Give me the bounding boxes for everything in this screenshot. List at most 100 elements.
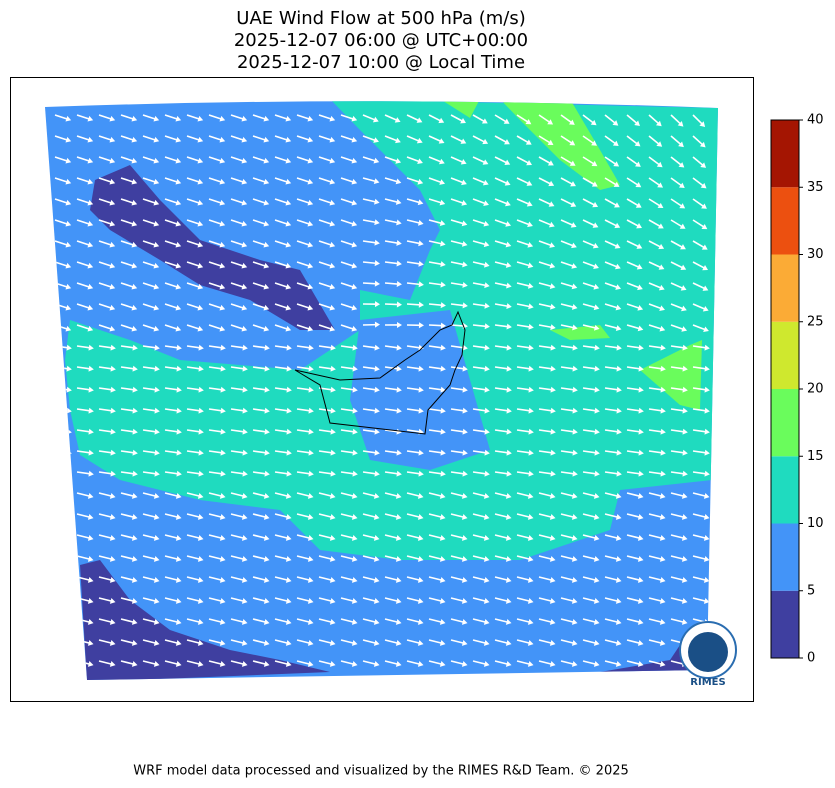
wind-arrow-head xyxy=(418,260,424,267)
wind-arrow-head xyxy=(615,492,622,499)
wind-arrow xyxy=(362,240,377,244)
wind-arrow-head xyxy=(616,344,622,351)
wind-arrow-head xyxy=(153,660,160,667)
wind-arrow-head xyxy=(638,470,644,477)
wind-arrow-head xyxy=(615,284,622,290)
wind-arrow xyxy=(340,471,355,475)
wind-arrow xyxy=(98,408,113,412)
wind-arrow-head xyxy=(109,555,116,562)
wind-arrow-head xyxy=(197,555,204,562)
wind-arrow-head xyxy=(395,137,401,144)
wind-arrow-head xyxy=(417,618,424,625)
wind-arrow-head xyxy=(396,344,402,351)
wind-arrow-head xyxy=(197,492,204,499)
wind-arrow-head xyxy=(505,241,512,248)
wind-arrow-head xyxy=(527,639,534,646)
wind-arrow xyxy=(208,660,223,666)
wind-arrow-head xyxy=(109,534,116,541)
wind-arrow xyxy=(252,534,267,540)
wind-arrow xyxy=(142,303,157,310)
wind-arrow xyxy=(428,303,444,307)
wind-arrow-head xyxy=(131,660,138,667)
wind-arrow xyxy=(670,387,685,391)
wind-arrow-head xyxy=(550,324,556,331)
wind-arrow xyxy=(54,639,69,645)
wind-arrow xyxy=(164,219,179,226)
wind-arrow xyxy=(406,576,421,582)
wind-arrow xyxy=(230,366,245,370)
wind-arrow-head xyxy=(65,304,72,311)
wind-arrow-head xyxy=(440,240,446,247)
wind-arrow-head xyxy=(307,178,314,185)
wind-arrow-head xyxy=(637,492,644,499)
wind-arrow xyxy=(296,555,311,561)
wind-arrow-head xyxy=(659,534,666,541)
wind-arrow xyxy=(560,219,575,227)
wind-arrow xyxy=(648,576,663,582)
wind-arrow xyxy=(406,513,421,519)
wind-arrow xyxy=(318,114,333,121)
wind-arrow-head xyxy=(374,301,380,308)
wind-arrow-head xyxy=(528,449,534,456)
wind-arrow-head xyxy=(373,660,380,667)
wind-arrow xyxy=(626,345,641,349)
wind-arrow xyxy=(626,219,640,228)
wind-arrow xyxy=(648,471,663,475)
wind-arrow xyxy=(406,660,421,666)
wind-arrow-head xyxy=(438,138,445,144)
wind-arrow xyxy=(76,387,91,391)
wind-arrow xyxy=(582,639,597,645)
wind-arrow xyxy=(626,156,639,166)
wind-arrow-head xyxy=(396,365,402,372)
wind-arrow xyxy=(164,450,179,454)
wind-arrow-head xyxy=(615,325,622,331)
wind-arrow-head xyxy=(351,241,358,248)
wind-arrow xyxy=(560,114,573,124)
wind-arrow xyxy=(362,597,377,603)
wind-arrow xyxy=(318,429,333,433)
wind-arrow-head xyxy=(682,428,688,435)
wind-arrow xyxy=(582,177,596,186)
wind-arrow-head xyxy=(285,178,292,185)
wind-arrow-head xyxy=(131,262,138,269)
wind-arrow-head xyxy=(263,492,270,499)
wind-arrow-head xyxy=(308,470,314,477)
wind-arrow-head xyxy=(285,115,292,122)
wind-arrow-head xyxy=(593,576,600,583)
wind-arrow xyxy=(274,408,289,412)
wind-arrow-head xyxy=(484,282,490,289)
wind-arrow xyxy=(318,450,333,454)
wind-arrow xyxy=(54,576,69,582)
wind-arrow-head xyxy=(699,121,706,127)
wind-arrow xyxy=(362,450,377,454)
wind-arrow-head xyxy=(461,597,468,604)
wind-arrow-head xyxy=(87,618,94,625)
wind-arrow-head xyxy=(110,470,116,477)
wind-arrow-head xyxy=(482,138,489,145)
wind-arrow-head xyxy=(591,140,597,146)
wind-arrow xyxy=(648,639,663,645)
wind-arrow-head xyxy=(440,344,446,351)
wind-arrow xyxy=(582,408,597,412)
wind-arrow-head xyxy=(506,323,512,330)
wind-arrow xyxy=(428,597,443,603)
wind-arrow-head xyxy=(219,639,226,646)
wind-arrow xyxy=(406,597,421,603)
wind-arrow xyxy=(428,345,443,349)
wind-arrow-head xyxy=(87,115,94,122)
wind-arrow-head xyxy=(571,242,577,249)
wind-arrow xyxy=(648,618,663,624)
wind-arrow-head xyxy=(87,241,94,248)
wind-arrow xyxy=(450,219,465,225)
wind-arrow xyxy=(340,492,355,498)
wind-arrow xyxy=(648,345,663,349)
wind-arrow xyxy=(274,240,289,247)
wind-arrow xyxy=(604,345,619,349)
wind-arrow-head xyxy=(657,223,664,229)
wind-arrow xyxy=(582,114,595,125)
wind-arrow-head xyxy=(308,407,314,414)
wind-arrow-head xyxy=(308,365,314,372)
wind-arrow-head xyxy=(572,449,578,456)
wind-arrow-head xyxy=(593,660,600,667)
wind-arrow-head xyxy=(615,660,622,667)
